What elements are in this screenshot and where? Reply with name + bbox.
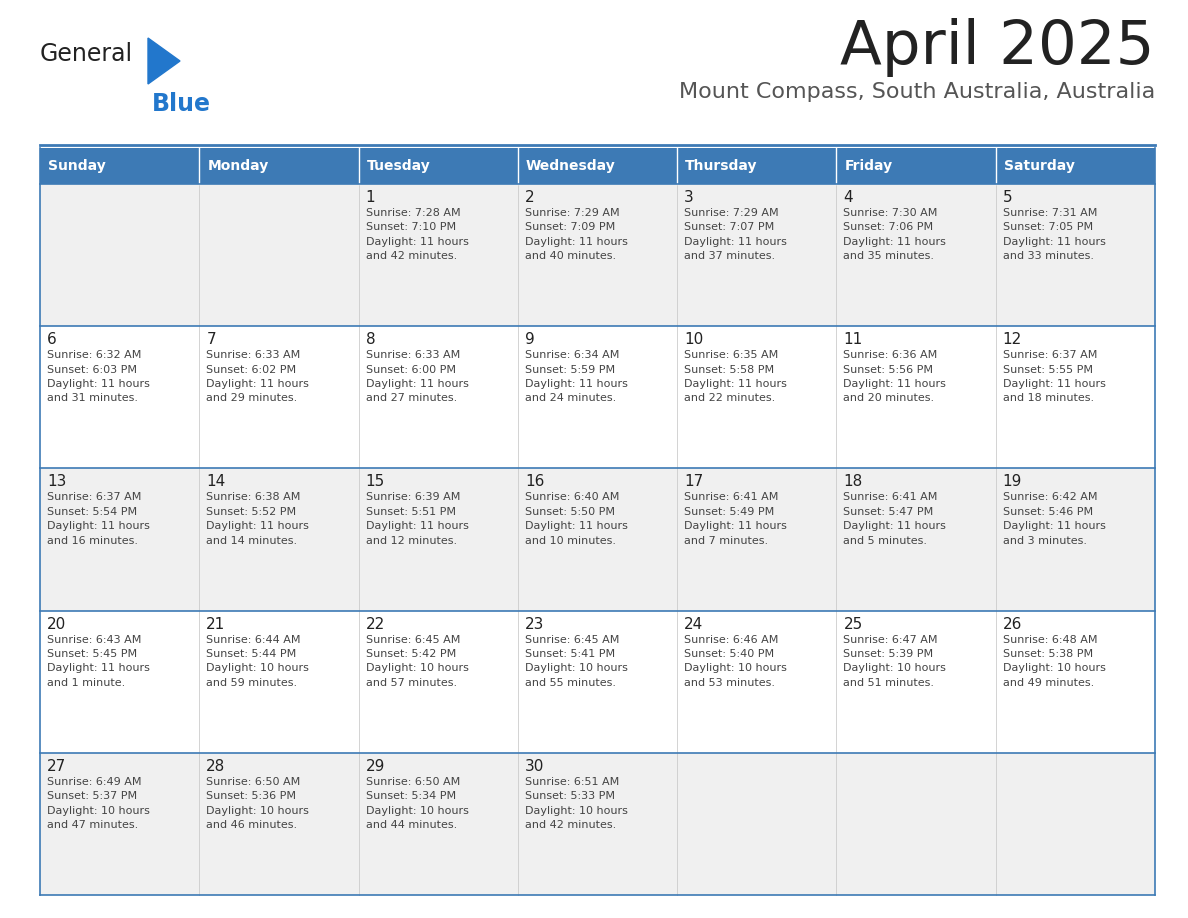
Bar: [40, 753, 1155, 895]
Text: Thursday: Thursday: [685, 159, 758, 173]
Text: 16: 16: [525, 475, 544, 489]
Text: Friday: Friday: [845, 159, 892, 173]
Text: Sunrise: 7:29 AM
Sunset: 7:09 PM
Daylight: 11 hours
and 40 minutes.: Sunrise: 7:29 AM Sunset: 7:09 PM Dayligh…: [525, 208, 627, 262]
Polygon shape: [148, 38, 181, 84]
Text: 22: 22: [366, 617, 385, 632]
Text: 12: 12: [1003, 332, 1022, 347]
Text: 15: 15: [366, 475, 385, 489]
Text: 26: 26: [1003, 617, 1022, 632]
Text: Sunrise: 6:47 AM
Sunset: 5:39 PM
Daylight: 10 hours
and 51 minutes.: Sunrise: 6:47 AM Sunset: 5:39 PM Dayligh…: [843, 634, 947, 688]
Bar: [836, 148, 996, 184]
Text: 7: 7: [207, 332, 216, 347]
Text: Sunrise: 6:43 AM
Sunset: 5:45 PM
Daylight: 11 hours
and 1 minute.: Sunrise: 6:43 AM Sunset: 5:45 PM Dayligh…: [48, 634, 150, 688]
Text: 27: 27: [48, 759, 67, 774]
Text: Sunrise: 6:37 AM
Sunset: 5:55 PM
Daylight: 11 hours
and 18 minutes.: Sunrise: 6:37 AM Sunset: 5:55 PM Dayligh…: [1003, 350, 1106, 403]
Text: Sunrise: 6:44 AM
Sunset: 5:44 PM
Daylight: 10 hours
and 59 minutes.: Sunrise: 6:44 AM Sunset: 5:44 PM Dayligh…: [207, 634, 309, 688]
Text: Sunrise: 6:48 AM
Sunset: 5:38 PM
Daylight: 10 hours
and 49 minutes.: Sunrise: 6:48 AM Sunset: 5:38 PM Dayligh…: [1003, 634, 1106, 688]
Text: Sunrise: 6:38 AM
Sunset: 5:52 PM
Daylight: 11 hours
and 14 minutes.: Sunrise: 6:38 AM Sunset: 5:52 PM Dayligh…: [207, 492, 309, 545]
Bar: [40, 610, 1155, 753]
Text: Sunrise: 6:36 AM
Sunset: 5:56 PM
Daylight: 11 hours
and 20 minutes.: Sunrise: 6:36 AM Sunset: 5:56 PM Dayligh…: [843, 350, 947, 403]
Bar: [518, 148, 677, 184]
Bar: [40, 184, 1155, 326]
Text: Blue: Blue: [152, 92, 211, 116]
Text: 28: 28: [207, 759, 226, 774]
Text: 4: 4: [843, 190, 853, 205]
Text: 5: 5: [1003, 190, 1012, 205]
Text: Mount Compass, South Australia, Australia: Mount Compass, South Australia, Australi…: [678, 82, 1155, 102]
Text: 6: 6: [48, 332, 57, 347]
Text: Wednesday: Wednesday: [526, 159, 615, 173]
Text: 23: 23: [525, 617, 544, 632]
Text: 19: 19: [1003, 475, 1022, 489]
Text: Sunrise: 6:41 AM
Sunset: 5:49 PM
Daylight: 11 hours
and 7 minutes.: Sunrise: 6:41 AM Sunset: 5:49 PM Dayligh…: [684, 492, 786, 545]
Text: 29: 29: [366, 759, 385, 774]
Text: Sunrise: 6:33 AM
Sunset: 6:02 PM
Daylight: 11 hours
and 29 minutes.: Sunrise: 6:33 AM Sunset: 6:02 PM Dayligh…: [207, 350, 309, 403]
Text: Sunrise: 6:34 AM
Sunset: 5:59 PM
Daylight: 11 hours
and 24 minutes.: Sunrise: 6:34 AM Sunset: 5:59 PM Dayligh…: [525, 350, 627, 403]
Text: 13: 13: [48, 475, 67, 489]
Text: Sunrise: 6:35 AM
Sunset: 5:58 PM
Daylight: 11 hours
and 22 minutes.: Sunrise: 6:35 AM Sunset: 5:58 PM Dayligh…: [684, 350, 786, 403]
Text: Sunrise: 6:37 AM
Sunset: 5:54 PM
Daylight: 11 hours
and 16 minutes.: Sunrise: 6:37 AM Sunset: 5:54 PM Dayligh…: [48, 492, 150, 545]
Text: Saturday: Saturday: [1004, 159, 1075, 173]
Text: Sunrise: 6:51 AM
Sunset: 5:33 PM
Daylight: 10 hours
and 42 minutes.: Sunrise: 6:51 AM Sunset: 5:33 PM Dayligh…: [525, 777, 627, 830]
Text: Sunrise: 6:49 AM
Sunset: 5:37 PM
Daylight: 10 hours
and 47 minutes.: Sunrise: 6:49 AM Sunset: 5:37 PM Dayligh…: [48, 777, 150, 830]
Text: Sunrise: 6:41 AM
Sunset: 5:47 PM
Daylight: 11 hours
and 5 minutes.: Sunrise: 6:41 AM Sunset: 5:47 PM Dayligh…: [843, 492, 947, 545]
Text: Sunrise: 6:40 AM
Sunset: 5:50 PM
Daylight: 11 hours
and 10 minutes.: Sunrise: 6:40 AM Sunset: 5:50 PM Dayligh…: [525, 492, 627, 545]
Text: Sunrise: 6:45 AM
Sunset: 5:41 PM
Daylight: 10 hours
and 55 minutes.: Sunrise: 6:45 AM Sunset: 5:41 PM Dayligh…: [525, 634, 627, 688]
Text: Sunrise: 7:29 AM
Sunset: 7:07 PM
Daylight: 11 hours
and 37 minutes.: Sunrise: 7:29 AM Sunset: 7:07 PM Dayligh…: [684, 208, 786, 262]
Text: 1: 1: [366, 190, 375, 205]
Bar: [40, 148, 200, 184]
Text: 3: 3: [684, 190, 694, 205]
Bar: [40, 326, 1155, 468]
Text: Sunrise: 6:46 AM
Sunset: 5:40 PM
Daylight: 10 hours
and 53 minutes.: Sunrise: 6:46 AM Sunset: 5:40 PM Dayligh…: [684, 634, 786, 688]
Text: Sunrise: 6:39 AM
Sunset: 5:51 PM
Daylight: 11 hours
and 12 minutes.: Sunrise: 6:39 AM Sunset: 5:51 PM Dayligh…: [366, 492, 468, 545]
Text: 2: 2: [525, 190, 535, 205]
Text: General: General: [40, 42, 133, 66]
Bar: [996, 148, 1155, 184]
Text: 25: 25: [843, 617, 862, 632]
Text: 21: 21: [207, 617, 226, 632]
Text: 18: 18: [843, 475, 862, 489]
Text: 24: 24: [684, 617, 703, 632]
Bar: [677, 148, 836, 184]
Text: Sunrise: 6:45 AM
Sunset: 5:42 PM
Daylight: 10 hours
and 57 minutes.: Sunrise: 6:45 AM Sunset: 5:42 PM Dayligh…: [366, 634, 468, 688]
Text: Sunrise: 6:33 AM
Sunset: 6:00 PM
Daylight: 11 hours
and 27 minutes.: Sunrise: 6:33 AM Sunset: 6:00 PM Dayligh…: [366, 350, 468, 403]
Bar: [40, 468, 1155, 610]
Text: 20: 20: [48, 617, 67, 632]
Bar: [200, 148, 359, 184]
Text: Sunrise: 7:31 AM
Sunset: 7:05 PM
Daylight: 11 hours
and 33 minutes.: Sunrise: 7:31 AM Sunset: 7:05 PM Dayligh…: [1003, 208, 1106, 262]
Text: 11: 11: [843, 332, 862, 347]
Text: Sunrise: 6:50 AM
Sunset: 5:34 PM
Daylight: 10 hours
and 44 minutes.: Sunrise: 6:50 AM Sunset: 5:34 PM Dayligh…: [366, 777, 468, 830]
Text: 10: 10: [684, 332, 703, 347]
Text: Monday: Monday: [207, 159, 268, 173]
Text: Sunrise: 7:30 AM
Sunset: 7:06 PM
Daylight: 11 hours
and 35 minutes.: Sunrise: 7:30 AM Sunset: 7:06 PM Dayligh…: [843, 208, 947, 262]
Text: April 2025: April 2025: [840, 18, 1155, 77]
Bar: [359, 148, 518, 184]
Text: Sunrise: 6:42 AM
Sunset: 5:46 PM
Daylight: 11 hours
and 3 minutes.: Sunrise: 6:42 AM Sunset: 5:46 PM Dayligh…: [1003, 492, 1106, 545]
Text: Sunrise: 7:28 AM
Sunset: 7:10 PM
Daylight: 11 hours
and 42 minutes.: Sunrise: 7:28 AM Sunset: 7:10 PM Dayligh…: [366, 208, 468, 262]
Text: 14: 14: [207, 475, 226, 489]
Text: 30: 30: [525, 759, 544, 774]
Text: 8: 8: [366, 332, 375, 347]
Text: 9: 9: [525, 332, 535, 347]
Text: Sunrise: 6:32 AM
Sunset: 6:03 PM
Daylight: 11 hours
and 31 minutes.: Sunrise: 6:32 AM Sunset: 6:03 PM Dayligh…: [48, 350, 150, 403]
Text: Tuesday: Tuesday: [367, 159, 430, 173]
Text: Sunday: Sunday: [48, 159, 106, 173]
Text: Sunrise: 6:50 AM
Sunset: 5:36 PM
Daylight: 10 hours
and 46 minutes.: Sunrise: 6:50 AM Sunset: 5:36 PM Dayligh…: [207, 777, 309, 830]
Text: 17: 17: [684, 475, 703, 489]
